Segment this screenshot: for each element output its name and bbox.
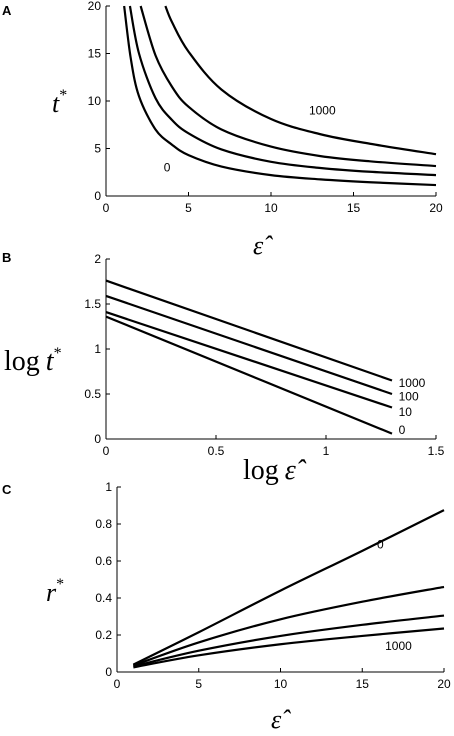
panel-c-y-tick-label: 1 <box>105 480 112 494</box>
panel-c-series-line-1 <box>132 509 445 666</box>
panel-c-series-line-2 <box>132 585 445 667</box>
panel-a-x-tick-label: 20 <box>429 201 443 215</box>
panel-c-x-tick-label: 0 <box>114 677 121 691</box>
panel-b-xlabel: log ε̂ <box>243 455 307 486</box>
panel-b-series-line-4 <box>105 279 393 382</box>
panel-c-curve-label: 1000 <box>385 639 412 653</box>
panel-c-y-tick-label: 0.4 <box>95 591 112 605</box>
panel-b-series-line-1 <box>105 315 393 435</box>
panel-a-y-tick-label: 5 <box>94 142 101 156</box>
panel-b-x-tick-label: 0.5 <box>208 444 225 458</box>
panel-a-series-line-3 <box>139 5 437 168</box>
panel-a-x-tick-label: 5 <box>185 201 192 215</box>
panel-a-ylabel-main: t* <box>52 87 67 118</box>
panel-c-x-tick-label: 5 <box>195 677 202 691</box>
panel-b-curve-label: 0 <box>399 423 406 437</box>
ylabel-superscript: * <box>56 576 64 593</box>
panel-c-curve-label: 0 <box>377 537 384 551</box>
panel-b-y-tick-label: 0.5 <box>84 387 101 401</box>
panel-c-letter: C <box>2 482 12 497</box>
panel-b-xlabel-main: ε̂ <box>285 455 307 486</box>
panel-b: B log t* log ε̂ 0 0.5 1 1.500.511.52100010010… <box>2 250 445 486</box>
panel-a-y-tick-label: 15 <box>88 47 102 61</box>
panel-b-y-tick-label: 0 <box>94 432 101 446</box>
panel-b-x-tick-label: 0 <box>103 444 110 458</box>
panel-c-x-tick-label: 20 <box>437 677 451 691</box>
panel-a-y-tick-label: 20 <box>88 0 102 13</box>
panel-b-y-tick-label: 2 <box>94 252 101 266</box>
ylabel-superscript: * <box>54 345 62 362</box>
panel-b-x-tick-label: 1 <box>323 444 330 458</box>
panel-b-y-tick-label: 1.5 <box>84 297 101 311</box>
panel-a-curve-label: 1000 <box>309 104 336 118</box>
panel-c-x-tick-label: 15 <box>356 677 370 691</box>
panel-b-series-line-2 <box>105 311 393 409</box>
panel-a-ylabel: t* <box>52 87 67 118</box>
panel-b-xlabel-prefix: log <box>243 455 279 486</box>
panel-b-curve-label: 1000 <box>399 376 426 390</box>
panel-a-y-tick-label: 10 <box>88 94 102 108</box>
panel-b-y-tick-label: 1 <box>94 342 101 356</box>
panel-a-xlabel: ε̂ <box>253 231 273 260</box>
panel-b-curve-label: 100 <box>399 390 419 404</box>
panel-a-series-line-4 <box>164 5 437 156</box>
panel-a-series-line-1 <box>123 5 437 187</box>
panel-b-letter: B <box>2 250 11 265</box>
ylabel-superscript: * <box>59 87 67 104</box>
panel-c-series-line-4 <box>133 627 445 669</box>
panel-a-x-tick-label: 10 <box>264 201 278 215</box>
panel-c-y-tick-label: 0.2 <box>95 628 112 642</box>
panel-b-ylabel-main: t* <box>46 345 62 377</box>
panel-a-y-tick-label: 0 <box>94 189 101 203</box>
panel-a: A t* ε̂ 0 5 10 15 20 0 5 10 15 20 1000 0 <box>2 0 443 260</box>
panel-a-x-tick-label: 15 <box>347 201 361 215</box>
panel-b-ylabel-prefix: log <box>4 346 40 377</box>
panel-c-y-tick-label: 0 <box>105 665 112 679</box>
panel-b-curve-label: 10 <box>399 405 413 419</box>
panel-b-ylabel: log t* <box>4 345 62 377</box>
panel-a-ylabel-text: t* <box>52 87 67 118</box>
panel-a-series-line-2 <box>128 5 437 177</box>
panel-c-x-tick-label: 10 <box>274 677 288 691</box>
panel-c-xlabel: ε̂ <box>271 705 291 734</box>
panel-c-y-tick-label: 0.8 <box>95 517 112 531</box>
panel-c-ylabel: r* <box>46 576 64 607</box>
panel-c-y-tick-label: 0.6 <box>95 554 112 568</box>
panel-c-series-line-3 <box>133 614 445 668</box>
panel-a-curve-label: 0 <box>164 161 171 175</box>
panel-b-x-tick-label: 1.5 <box>428 444 445 458</box>
panel-a-x-tick-label: 0 <box>103 201 110 215</box>
panel-a-letter: A <box>2 3 12 18</box>
panel-b-series-line-3 <box>105 294 393 396</box>
